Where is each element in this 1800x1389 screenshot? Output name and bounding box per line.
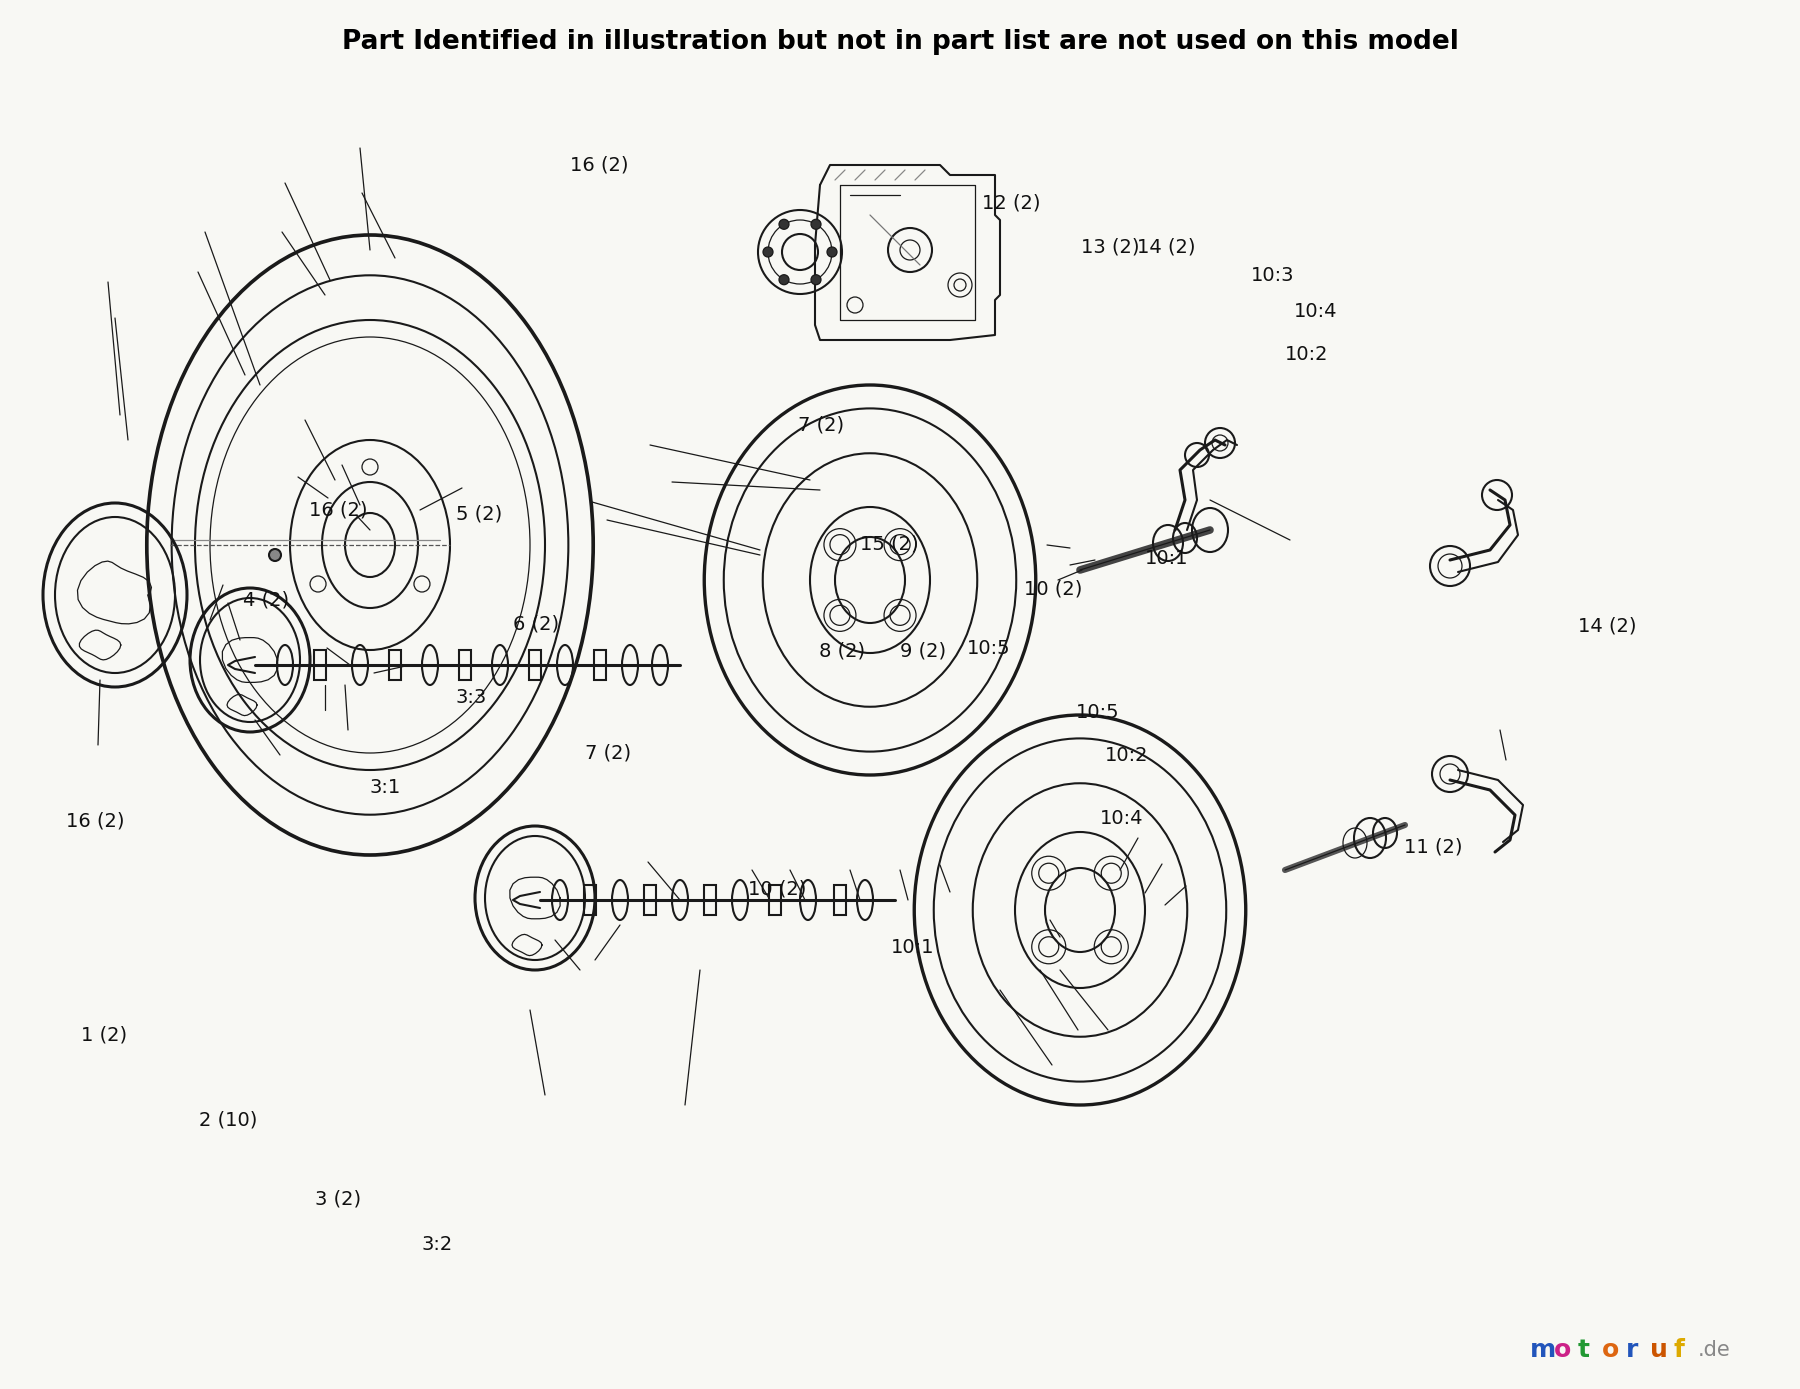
Text: .de: .de — [1697, 1340, 1732, 1360]
Circle shape — [826, 247, 837, 257]
Text: 11 (2): 11 (2) — [1404, 838, 1462, 857]
Text: Part Identified in illustration but not in part list are not used on this model: Part Identified in illustration but not … — [342, 29, 1458, 56]
Text: u: u — [1651, 1338, 1669, 1363]
Text: 14 (2): 14 (2) — [1138, 238, 1195, 257]
Text: 12 (2): 12 (2) — [983, 193, 1040, 213]
Text: 7 (2): 7 (2) — [585, 743, 632, 763]
Text: 3:2: 3:2 — [421, 1235, 454, 1254]
Bar — [769, 885, 781, 915]
Text: 3 (2): 3 (2) — [315, 1189, 362, 1208]
Text: r: r — [1625, 1338, 1638, 1363]
Text: 10:4: 10:4 — [1294, 301, 1337, 321]
Text: 14 (2): 14 (2) — [1579, 617, 1636, 636]
Text: 10:1: 10:1 — [1145, 549, 1188, 568]
Bar — [459, 650, 472, 681]
Text: 3:3: 3:3 — [455, 688, 488, 707]
Text: 10 (2): 10 (2) — [749, 879, 806, 899]
Text: o: o — [1553, 1338, 1571, 1363]
Text: 16 (2): 16 (2) — [67, 811, 124, 831]
Text: 5 (2): 5 (2) — [455, 504, 502, 524]
Text: 4 (2): 4 (2) — [243, 590, 290, 610]
Bar — [644, 885, 655, 915]
Text: 13 (2): 13 (2) — [1082, 238, 1139, 257]
Bar — [529, 650, 542, 681]
Text: 10:3: 10:3 — [1251, 265, 1294, 285]
Circle shape — [779, 275, 788, 285]
Text: 1 (2): 1 (2) — [81, 1025, 128, 1045]
Text: t: t — [1579, 1338, 1589, 1363]
Text: 15 (2): 15 (2) — [860, 535, 918, 554]
Bar — [594, 650, 607, 681]
Text: m: m — [1530, 1338, 1557, 1363]
Text: f: f — [1674, 1338, 1685, 1363]
Text: o: o — [1602, 1338, 1620, 1363]
Text: 2 (10): 2 (10) — [200, 1110, 257, 1129]
Text: 16 (2): 16 (2) — [571, 156, 628, 175]
Bar — [583, 885, 596, 915]
Text: 10:2: 10:2 — [1285, 344, 1328, 364]
Bar — [313, 650, 326, 681]
Circle shape — [268, 549, 281, 561]
Bar — [389, 650, 401, 681]
Text: 6 (2): 6 (2) — [513, 614, 560, 633]
Circle shape — [763, 247, 772, 257]
Text: 10:5: 10:5 — [1076, 703, 1120, 722]
Text: 3:1: 3:1 — [369, 778, 401, 797]
Text: 10:5: 10:5 — [967, 639, 1010, 658]
Bar — [704, 885, 716, 915]
Text: 10:1: 10:1 — [891, 938, 934, 957]
Text: 10:2: 10:2 — [1105, 746, 1148, 765]
Circle shape — [812, 275, 821, 285]
Text: 7 (2): 7 (2) — [797, 415, 844, 435]
Text: 8 (2): 8 (2) — [819, 642, 866, 661]
Text: 9 (2): 9 (2) — [900, 642, 947, 661]
Circle shape — [812, 219, 821, 229]
Bar — [833, 885, 846, 915]
Text: 16 (2): 16 (2) — [310, 500, 367, 519]
Text: 10:4: 10:4 — [1100, 808, 1143, 828]
Circle shape — [779, 219, 788, 229]
Text: 10 (2): 10 (2) — [1024, 579, 1082, 599]
